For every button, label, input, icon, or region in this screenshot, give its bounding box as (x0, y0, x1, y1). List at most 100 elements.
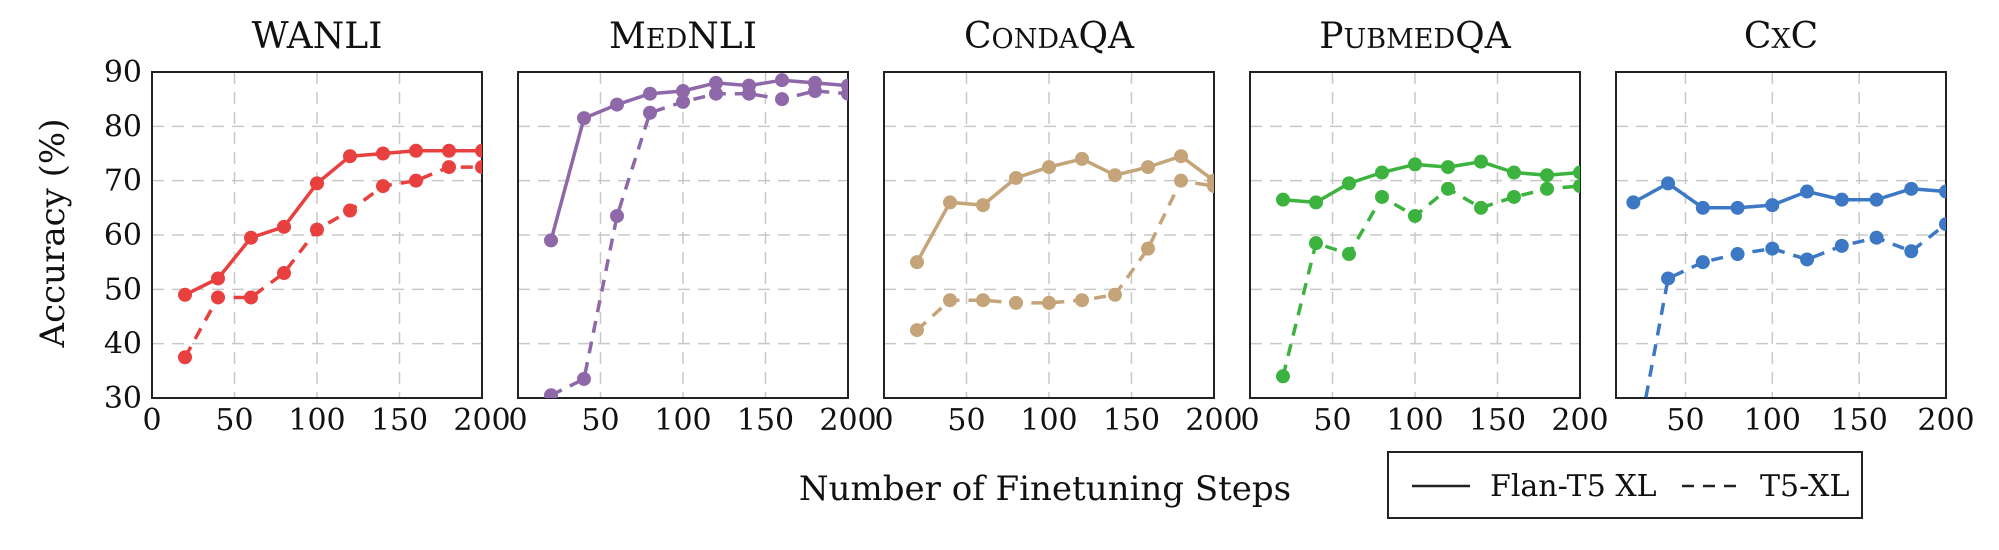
panel-title: WANLI (252, 16, 383, 57)
data-point-t5-xl (841, 86, 848, 101)
data-point-t5-xl (1375, 189, 1389, 204)
x-tick-label: 200 (1551, 403, 1608, 438)
y-tick-label: 50 (104, 272, 142, 307)
data-point-flan-t5-xl (643, 86, 657, 101)
legend-label-t5-xl: T5-XL (1760, 469, 1850, 504)
data-point-t5-xl (1800, 252, 1815, 267)
x-tick-label: 200 (1917, 403, 1974, 438)
data-point-flan-t5-xl (709, 75, 723, 90)
data-point-flan-t5-xl (1730, 200, 1745, 215)
x-tick-label: 0 (142, 403, 161, 438)
x-tick-label: 0 (874, 403, 893, 438)
y-tick-label: 80 (104, 109, 142, 144)
data-point-t5-xl (1540, 181, 1554, 196)
panel-title: CXC (1744, 16, 1818, 57)
series-line-flan-t5-xl (1282, 159, 1580, 205)
data-point-t5-xl (1207, 179, 1214, 194)
panel-title: MEDNLI (609, 16, 757, 57)
x-tick-label: 50 (947, 403, 985, 438)
x-tick-label: 150 (737, 403, 794, 438)
plot-area (1626, 176, 1946, 398)
data-point-flan-t5-xl (1075, 151, 1089, 166)
data-point-flan-t5-xl (676, 84, 690, 99)
data-point-t5-xl (1765, 241, 1780, 256)
x-tick-label: 0 (1240, 403, 1259, 438)
data-point-t5-xl (1573, 179, 1580, 194)
x-tick-label: 50 (1666, 403, 1704, 438)
data-point-t5-xl (1869, 230, 1884, 245)
panels: WANLI 0 50 100 150 200 30 40 50 60 70 80 90 MEDNLI 0 50… (104, 16, 1975, 438)
data-point-t5-xl (1342, 247, 1356, 262)
data-point-flan-t5-xl (1441, 160, 1455, 175)
legend: Flan-T5 XL T5-XL (1387, 451, 1863, 519)
data-point-flan-t5-xl (211, 271, 225, 286)
x-tick-label: 200 (453, 403, 510, 438)
data-point-flan-t5-xl (910, 255, 924, 270)
data-point-t5-xl (610, 208, 624, 223)
data-point-flan-t5-xl (1174, 149, 1188, 164)
panel-wanli: WANLI 0 50 100 150 200 30 40 50 60 70 80 90 (104, 16, 511, 438)
x-tick-label: 50 (215, 403, 253, 438)
x-tick-label: 200 (1185, 403, 1242, 438)
data-point-flan-t5-xl (1626, 195, 1641, 210)
data-point-flan-t5-xl (442, 143, 456, 158)
x-tick-label: 200 (819, 403, 876, 438)
data-point-t5-xl (1904, 244, 1919, 259)
data-point-flan-t5-xl (1042, 160, 1056, 175)
plot-area (544, 73, 848, 398)
plot-area (1276, 154, 1580, 384)
plot-area (178, 143, 482, 365)
data-point-t5-xl (1075, 293, 1089, 308)
y-tick-label: 90 (104, 55, 142, 90)
data-point-flan-t5-xl (1695, 200, 1710, 215)
data-point-t5-xl (1695, 255, 1710, 270)
data-point-flan-t5-xl (1342, 176, 1356, 191)
data-point-flan-t5-xl (1108, 168, 1122, 183)
data-point-t5-xl (1309, 236, 1323, 251)
data-point-flan-t5-xl (544, 233, 558, 248)
data-point-flan-t5-xl (244, 230, 258, 245)
data-point-t5-xl (376, 179, 390, 194)
data-point-flan-t5-xl (310, 176, 324, 191)
data-point-flan-t5-xl (409, 143, 423, 158)
panel-condaqa: CONDAQA 0 50 100 150 200 (874, 16, 1242, 438)
data-point-flan-t5-xl (1276, 192, 1290, 207)
panel-title: CONDAQA (964, 16, 1135, 57)
data-point-t5-xl (1141, 241, 1155, 256)
series-line-flan-t5-xl (184, 149, 482, 297)
x-tick-label: 0 (508, 403, 527, 438)
data-point-t5-xl (910, 323, 924, 338)
x-tick-label: 100 (1744, 403, 1801, 438)
x-tick-label: 150 (371, 403, 428, 438)
data-point-flan-t5-xl (1573, 165, 1580, 180)
y-tick-label: 60 (104, 218, 142, 253)
data-point-flan-t5-xl (1904, 181, 1919, 196)
plot-area (910, 149, 1214, 338)
data-point-t5-xl (1507, 189, 1521, 204)
series-line-t5-xl (550, 89, 848, 397)
data-point-t5-xl (1276, 369, 1290, 384)
panel-frame (1615, 71, 1947, 399)
data-point-flan-t5-xl (1375, 165, 1389, 180)
data-point-t5-xl (1939, 217, 1946, 232)
data-point-flan-t5-xl (1009, 170, 1023, 185)
data-point-flan-t5-xl (343, 149, 357, 164)
x-tick-label: 50 (1313, 403, 1351, 438)
x-tick-label: 150 (1469, 403, 1526, 438)
panel-frame (151, 71, 483, 399)
data-point-t5-xl (775, 92, 789, 107)
data-point-flan-t5-xl (178, 287, 192, 302)
data-point-t5-xl (1730, 247, 1745, 262)
data-point-flan-t5-xl (1939, 184, 1946, 199)
data-point-t5-xl (1108, 287, 1122, 302)
data-point-t5-xl (1408, 208, 1422, 223)
data-point-flan-t5-xl (1507, 165, 1521, 180)
data-point-t5-xl (343, 203, 357, 218)
series-line-t5-xl (1644, 222, 1946, 398)
x-tick-label: 150 (1103, 403, 1160, 438)
panel-mednli: MEDNLI 0 50 100 150 200 (508, 16, 876, 438)
x-tick-label: 100 (654, 403, 711, 438)
data-point-t5-xl (1009, 295, 1023, 310)
data-point-t5-xl (976, 293, 990, 308)
